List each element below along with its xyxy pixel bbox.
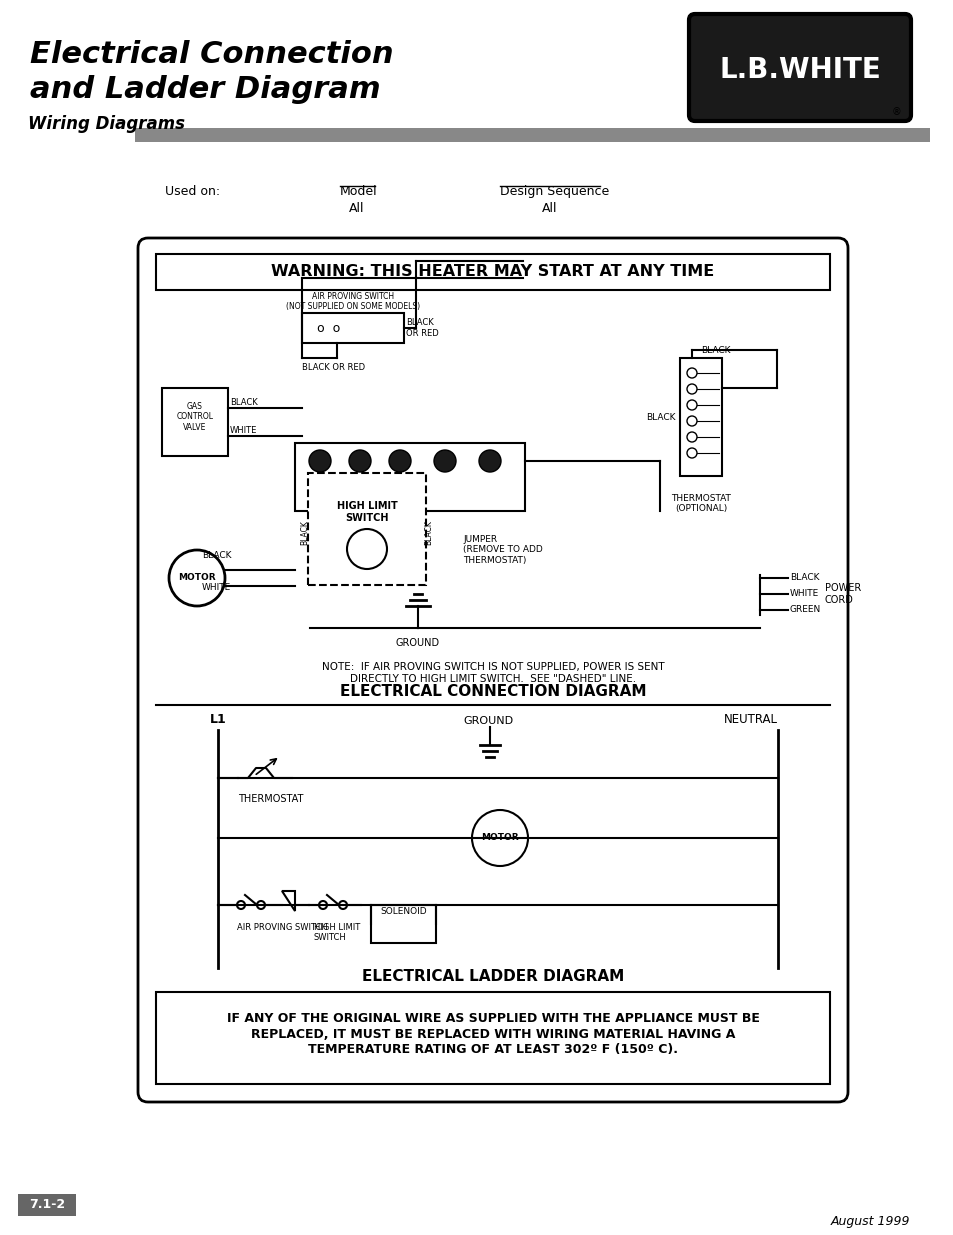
- Text: GROUND: GROUND: [395, 638, 439, 648]
- Text: All: All: [541, 203, 558, 215]
- Text: AIR PROVING SWITCH: AIR PROVING SWITCH: [236, 923, 328, 932]
- Text: August 1999: August 1999: [830, 1215, 909, 1228]
- Circle shape: [472, 810, 527, 866]
- Bar: [679, 358, 721, 475]
- Text: GAS
CONTROL
VALVE: GAS CONTROL VALVE: [176, 403, 213, 432]
- Text: MOTOR: MOTOR: [480, 834, 518, 842]
- Circle shape: [478, 450, 500, 472]
- Text: IF ANY OF THE ORIGINAL WIRE AS SUPPLIED WITH THE APPLIANCE MUST BE
REPLACED, IT : IF ANY OF THE ORIGINAL WIRE AS SUPPLIED …: [226, 1013, 759, 1056]
- Circle shape: [256, 902, 265, 909]
- Circle shape: [686, 384, 697, 394]
- Circle shape: [686, 400, 697, 410]
- Text: o  o: o o: [316, 321, 340, 335]
- Circle shape: [686, 368, 697, 378]
- Text: GREEN: GREEN: [789, 605, 821, 615]
- Text: BLACK: BLACK: [789, 573, 819, 583]
- Text: and Ladder Diagram: and Ladder Diagram: [30, 75, 380, 104]
- Text: WHITE: WHITE: [202, 583, 231, 592]
- Text: THERMOSTAT
(OPTIONAL): THERMOSTAT (OPTIONAL): [670, 494, 730, 514]
- Bar: [156, 254, 829, 290]
- Text: BLACK: BLACK: [424, 521, 433, 546]
- Text: L.B.WHITE: L.B.WHITE: [719, 56, 880, 84]
- Text: Wiring Diagrams: Wiring Diagrams: [28, 115, 185, 133]
- FancyBboxPatch shape: [688, 14, 910, 121]
- Text: GROUND: GROUND: [462, 716, 513, 726]
- Text: BLACK: BLACK: [700, 346, 730, 354]
- Text: NOTE:  IF AIR PROVING SWITCH IS NOT SUPPLIED, POWER IS SENT
DIRECTLY TO HIGH LIM: NOTE: IF AIR PROVING SWITCH IS NOT SUPPL…: [321, 662, 663, 684]
- Text: POWER
CORD: POWER CORD: [824, 583, 861, 605]
- Text: Design Sequence: Design Sequence: [499, 185, 609, 198]
- Circle shape: [686, 432, 697, 442]
- Bar: [156, 992, 829, 1084]
- Text: HIGH LIMIT
SWITCH: HIGH LIMIT SWITCH: [314, 923, 360, 942]
- Bar: [135, 128, 929, 142]
- Circle shape: [309, 450, 331, 472]
- Circle shape: [236, 902, 245, 909]
- Text: WHITE: WHITE: [230, 426, 257, 435]
- Circle shape: [169, 550, 225, 606]
- Text: MOTOR: MOTOR: [178, 573, 215, 583]
- Text: ELECTRICAL LADDER DIAGRAM: ELECTRICAL LADDER DIAGRAM: [361, 969, 623, 984]
- Text: BLACK: BLACK: [646, 414, 676, 422]
- Circle shape: [686, 448, 697, 458]
- FancyBboxPatch shape: [138, 238, 847, 1102]
- Text: 7.1-2: 7.1-2: [29, 1198, 65, 1212]
- Text: HIGH LIMIT
SWITCH: HIGH LIMIT SWITCH: [336, 501, 397, 522]
- Text: ®: ®: [890, 107, 900, 117]
- Circle shape: [349, 450, 371, 472]
- Text: JUMPER
(REMOVE TO ADD
THERMOSTAT): JUMPER (REMOVE TO ADD THERMOSTAT): [462, 535, 542, 564]
- Bar: [294, 443, 524, 511]
- Text: WARNING: THIS HEATER MAY START AT ANY TIME: WARNING: THIS HEATER MAY START AT ANY TI…: [271, 264, 714, 279]
- Circle shape: [338, 902, 347, 909]
- Bar: [302, 312, 403, 343]
- Text: BLACK: BLACK: [202, 551, 232, 559]
- Text: Electrical Connection: Electrical Connection: [30, 40, 394, 69]
- Text: L1: L1: [210, 713, 226, 726]
- Circle shape: [389, 450, 411, 472]
- Text: AIR PROVING SWITCH
(NOT SUPPLIED ON SOME MODELS): AIR PROVING SWITCH (NOT SUPPLIED ON SOME…: [286, 291, 419, 311]
- Text: WHITE: WHITE: [789, 589, 819, 599]
- Text: Model: Model: [339, 185, 377, 198]
- Text: SOLENOID: SOLENOID: [380, 906, 426, 916]
- Bar: [308, 473, 426, 585]
- Text: THERMOSTAT: THERMOSTAT: [237, 794, 303, 804]
- Text: NEUTRAL: NEUTRAL: [723, 713, 778, 726]
- Text: ELECTRICAL CONNECTION DIAGRAM: ELECTRICAL CONNECTION DIAGRAM: [339, 684, 645, 699]
- Text: BLACK: BLACK: [300, 521, 309, 546]
- Circle shape: [347, 529, 387, 569]
- Text: All: All: [349, 203, 364, 215]
- Text: BLACK
OR RED: BLACK OR RED: [406, 319, 438, 337]
- Text: BLACK: BLACK: [230, 398, 257, 408]
- Bar: [371, 905, 436, 944]
- Bar: [18, 1194, 76, 1216]
- Text: BLACK OR RED: BLACK OR RED: [302, 363, 365, 373]
- Circle shape: [318, 902, 327, 909]
- Text: Used on:: Used on:: [165, 185, 220, 198]
- Circle shape: [686, 416, 697, 426]
- Circle shape: [434, 450, 456, 472]
- Bar: [162, 388, 228, 456]
